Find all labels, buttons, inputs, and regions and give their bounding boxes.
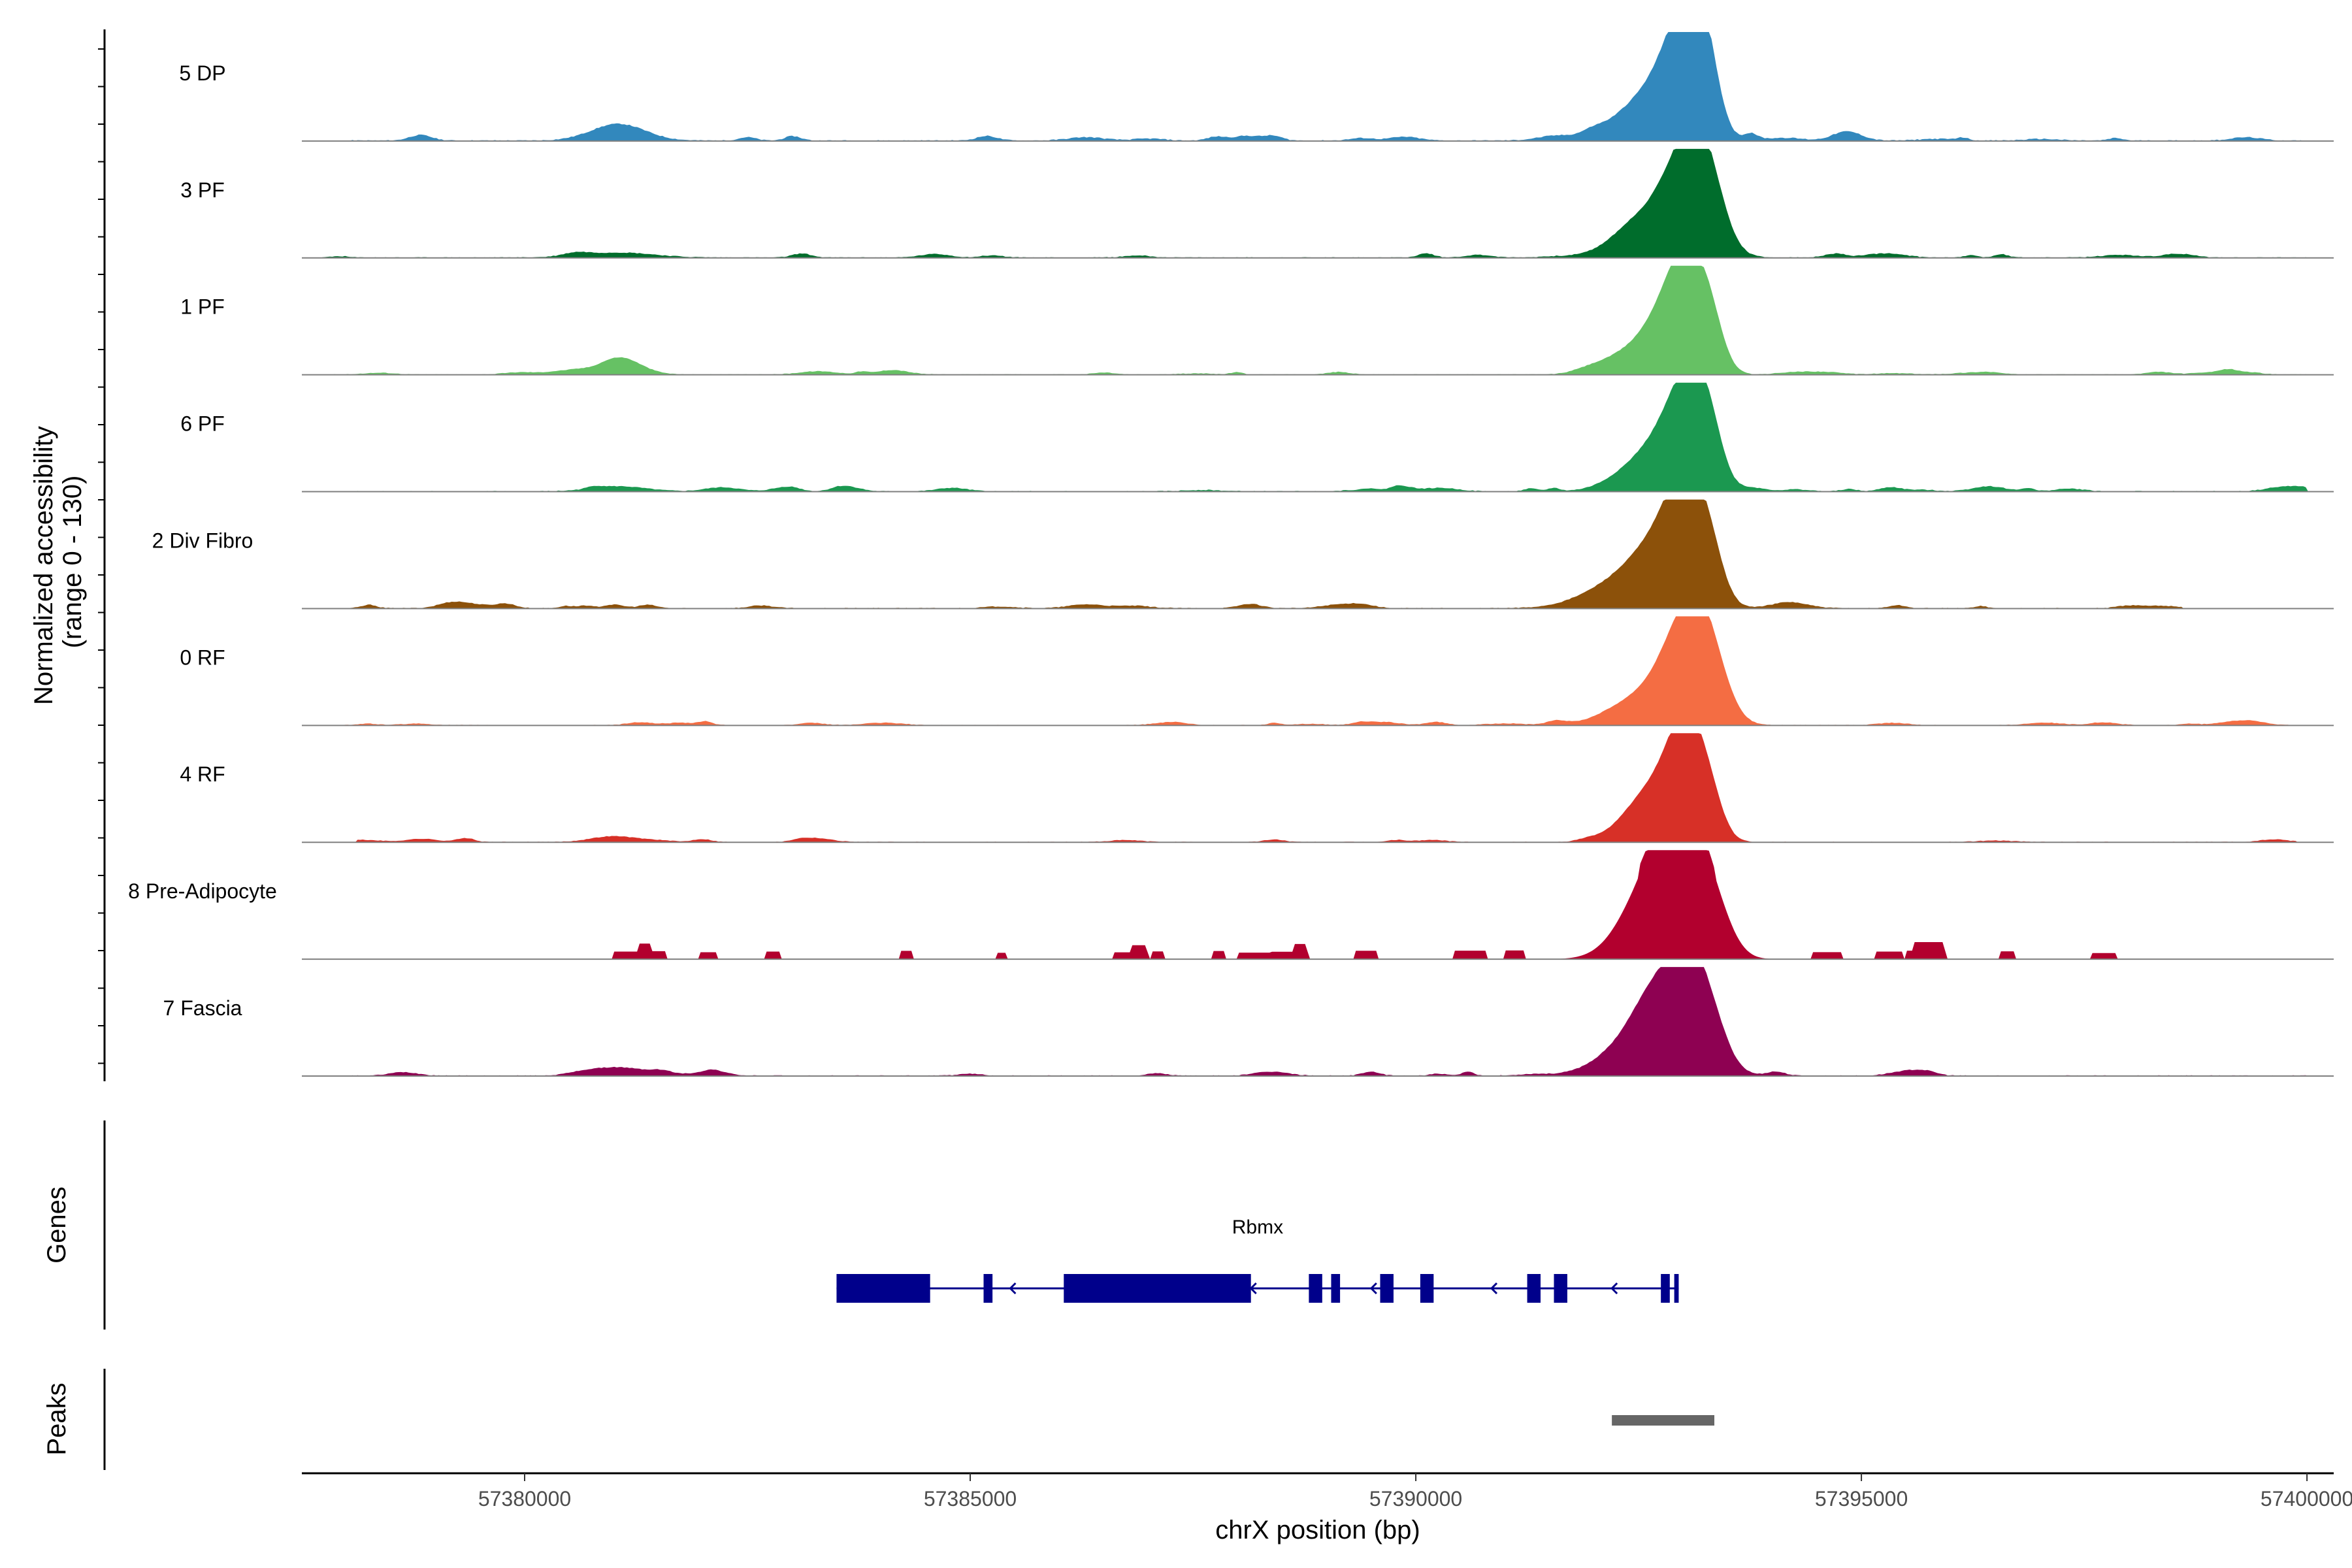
y-axis-title-line-1: Normalized accessibility: [29, 426, 58, 705]
track-label-3-pf: 3 PF: [180, 178, 225, 202]
strand-arrow: [1009, 1282, 1017, 1295]
gene-exon: [1380, 1274, 1394, 1303]
track-label-2-div-fibro: 2 Div Fibro: [152, 529, 253, 552]
x-axis-title: chrX position (bp): [1215, 1516, 1420, 1544]
track-label-8-pre-adipocyte: 8 Pre-Adipocyte: [128, 879, 277, 903]
gene-exon: [1309, 1274, 1322, 1303]
coverage-area-1-pf: [302, 265, 2334, 375]
coverage-area-5-dp: [302, 32, 2334, 141]
strand-arrow: [1490, 1282, 1498, 1295]
peak-region: [1612, 1415, 1714, 1426]
gene-exon: [1331, 1274, 1341, 1303]
coverage-area-2-div-fibro: [302, 499, 2334, 609]
gene-exon: [1420, 1274, 1434, 1303]
coverage-area-6-pf: [302, 382, 2334, 492]
genes-panel-label: Genes: [42, 1186, 71, 1264]
strand-arrow: [1249, 1282, 1257, 1295]
strand-arrow: [1369, 1282, 1377, 1295]
coverage-area-3-pf: [302, 148, 2334, 258]
gene-exon: [1661, 1274, 1670, 1303]
gene-models: [836, 1274, 1679, 1303]
coverage-area-8-pre-adipocyte: [302, 850, 2334, 960]
coverage-area-7-fascia: [302, 967, 2334, 1076]
y-axis-title: Normalized accessibility (range 0 - 130): [29, 419, 87, 705]
coverage-area-4-rf: [302, 733, 2334, 843]
coverage-area-0-rf: [302, 616, 2334, 726]
x-tick-label: 57395000: [1815, 1487, 1908, 1511]
strand-arrow: [1610, 1282, 1618, 1295]
x-tick-label: 57400000: [2261, 1487, 2352, 1511]
track-label-4-rf: 4 RF: [180, 762, 225, 786]
coverage-tracks: 5 DP 3 PF 1 PF 6 PF 2 Div Fibro 0 RF 4 RF 8 Pre…: [128, 32, 2334, 1077]
x-tick-label: 57380000: [478, 1487, 571, 1511]
gene-label-rbmx: Rbmx: [1232, 1217, 1283, 1238]
gene-exon: [1554, 1274, 1567, 1303]
gene-exon: [983, 1274, 993, 1303]
x-axis-ticks: 57380000 57385000 57390000 57395000 57400000: [478, 1473, 2352, 1511]
gene-exon: [1064, 1274, 1251, 1303]
peak-regions: [1612, 1415, 1714, 1426]
track-label-5-dp: 5 DP: [179, 61, 225, 85]
track-label-1-pf: 1 PF: [180, 295, 225, 319]
gene-exon: [1674, 1274, 1679, 1303]
y-axis-title-line-2: (range 0 - 130): [58, 476, 87, 649]
coverage-y-ticks: [98, 48, 105, 1064]
x-tick-label: 57385000: [924, 1487, 1017, 1511]
track-label-7-fascia: 7 Fascia: [163, 996, 242, 1020]
gene-exon: [836, 1274, 930, 1303]
track-label-0-rf: 0 RF: [180, 645, 225, 669]
gene-exon: [1527, 1274, 1541, 1303]
peaks-panel-label: Peaks: [42, 1382, 71, 1455]
track-label-6-pf: 6 PF: [180, 412, 225, 436]
x-tick-label: 57390000: [1369, 1487, 1462, 1511]
